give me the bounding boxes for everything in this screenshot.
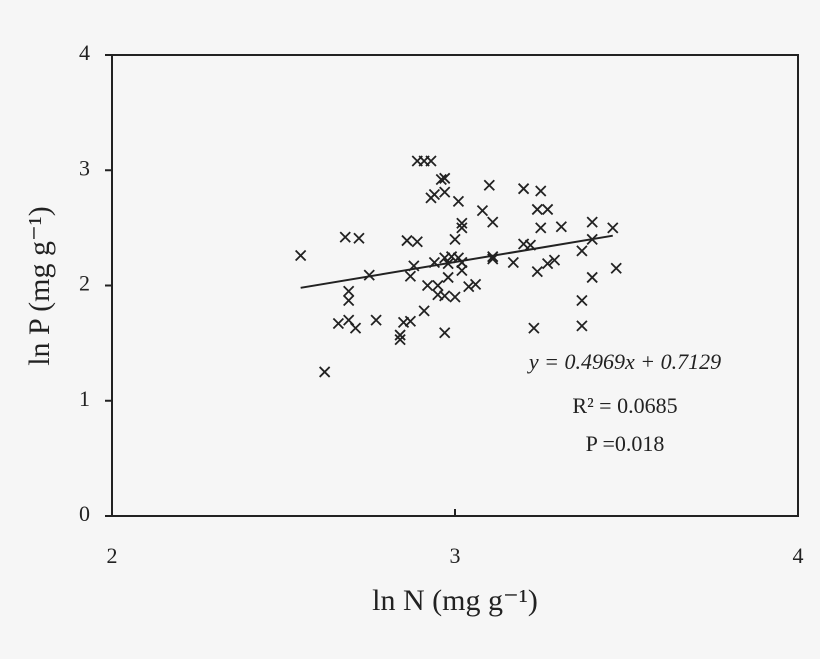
point (469, 278, 482, 290)
point (541, 203, 554, 216)
point (535, 222, 547, 234)
point (401, 234, 413, 247)
y-axis-label: ln P (mg g⁻¹) (23, 206, 56, 366)
point (555, 221, 567, 233)
point (418, 305, 430, 317)
point (295, 249, 307, 262)
y-tick-label: 2 (79, 271, 90, 296)
point (576, 245, 588, 257)
x-axis-label: ln N (mg g⁻¹) (372, 584, 538, 617)
point (476, 204, 489, 217)
point (576, 294, 588, 307)
point (349, 322, 362, 334)
point (428, 188, 441, 201)
point (421, 279, 434, 292)
point (319, 366, 331, 378)
y-tick-label: 3 (79, 155, 90, 180)
x-tick-label: 3 (450, 543, 461, 568)
point (425, 155, 437, 167)
point (439, 186, 451, 198)
point (463, 281, 475, 293)
point (586, 271, 598, 284)
point (363, 269, 375, 281)
y-tick-label: 0 (79, 501, 90, 526)
point (439, 290, 451, 302)
x-tick-label: 4 (793, 543, 804, 568)
point (442, 271, 454, 284)
point (531, 203, 543, 216)
point (394, 334, 406, 346)
point (607, 222, 619, 234)
point (531, 266, 543, 278)
point (487, 216, 499, 228)
point (404, 315, 417, 327)
point (449, 233, 461, 246)
point (456, 217, 468, 229)
point (528, 322, 540, 334)
point (483, 179, 495, 191)
point (439, 327, 451, 339)
point (541, 257, 554, 270)
equation: y = 0.4969x + 0.7129 (527, 349, 721, 374)
point (435, 173, 447, 186)
point (411, 236, 423, 248)
fit-line (300, 234, 613, 289)
point (576, 320, 588, 332)
point (343, 294, 355, 307)
point (339, 231, 351, 243)
point (332, 317, 345, 330)
x-tick-label: 2 (107, 543, 118, 568)
point (535, 185, 547, 197)
y-tick-label: 4 (79, 40, 90, 65)
point (432, 279, 444, 292)
plot-frame (111, 54, 799, 517)
point (517, 183, 530, 195)
point (456, 222, 468, 234)
point (456, 256, 468, 269)
y-tick-label: 1 (79, 386, 90, 411)
point (449, 291, 461, 303)
point (394, 329, 406, 341)
point (610, 262, 622, 274)
point (456, 264, 468, 277)
point (439, 172, 451, 184)
p-value: P =0.018 (586, 431, 665, 456)
point (404, 270, 417, 282)
point (507, 256, 519, 269)
point (548, 254, 561, 266)
point (586, 216, 598, 228)
r-squared: R² = 0.0685 (572, 393, 677, 418)
point (452, 195, 465, 208)
point (353, 232, 365, 244)
point (370, 314, 382, 326)
point (343, 285, 355, 297)
